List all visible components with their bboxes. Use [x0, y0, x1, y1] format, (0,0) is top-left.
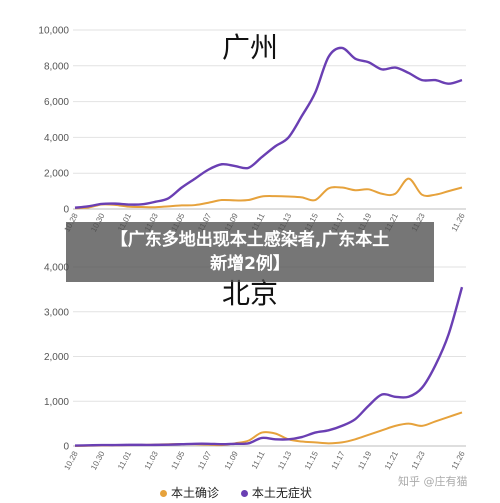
series-line-confirmed [74, 411, 463, 447]
y-tick-label: 8,000 [44, 61, 69, 72]
x-tick-label: 11.03 [143, 449, 160, 471]
legend-label-asymptomatic: 本土无症状 [251, 486, 312, 500]
legend-dot-asymptomatic [240, 490, 248, 497]
y-tick-label: 3,000 [44, 307, 69, 318]
x-tick-label: 10.30 [89, 449, 107, 471]
watermark: 知乎 @庄有猫 [398, 475, 468, 488]
y-tick-label: 2,000 [44, 169, 69, 180]
series-line-asymptomatic [74, 286, 464, 447]
x-tick-label: 11.09 [223, 449, 240, 471]
x-tick-label: 11.21 [383, 449, 400, 471]
x-tick-label: 10.28 [62, 449, 80, 471]
y-tick-label: 0 [63, 442, 69, 453]
y-tick-label: 10,000 [38, 26, 69, 37]
chart-title: 广州 [222, 31, 278, 64]
series-line-confirmed [74, 177, 463, 210]
x-tick-label: 11.13 [276, 449, 293, 471]
legend-item-asymptomatic: 本土无症状 [240, 484, 312, 501]
legend-label-confirmed: 本土确诊 [171, 486, 220, 500]
x-tick-label: 11.11 [250, 449, 267, 470]
legend-item-confirmed: 本土确诊 [160, 484, 219, 501]
x-tick-label: 11.26 [450, 449, 467, 471]
x-tick-label: 11.17 [330, 449, 347, 471]
legend-dot-confirmed [160, 490, 167, 497]
x-tick-label: 11.19 [356, 449, 373, 471]
y-tick-label: 1,000 [44, 397, 69, 408]
banner-line-2: 新增2例】 [210, 254, 290, 274]
y-tick-label: 4,000 [44, 263, 69, 274]
x-tick-label: 11.26 [450, 211, 467, 233]
x-tick-label: 11.15 [303, 449, 320, 471]
y-tick-label: 6,000 [44, 97, 69, 108]
y-tick-label: 2,000 [44, 352, 69, 363]
chart-title: 北京 [222, 277, 278, 310]
beijing-chart: 0 1,000 2,000 3,000 4,000 10.28 10.30 11.01 11.… [44, 263, 467, 472]
legend: 本土确诊 本土无症状 [160, 484, 330, 501]
series-line-asymptomatic [74, 46, 463, 209]
x-tick-label: 11.05 [169, 449, 186, 471]
x-tick-label: 11.01 [116, 449, 133, 471]
y-tick-label: 0 [63, 205, 69, 216]
caption-banner: 【广东多地出现本土感染者,广东本土 新增2例】 [66, 222, 434, 282]
y-tick-label: 4,000 [44, 133, 69, 144]
banner-line-1: 【广东多地出现本土感染者,广东本土 [110, 230, 390, 250]
x-tick-label: 11.23 [410, 449, 427, 471]
x-tick-label: 11.07 [196, 449, 213, 471]
